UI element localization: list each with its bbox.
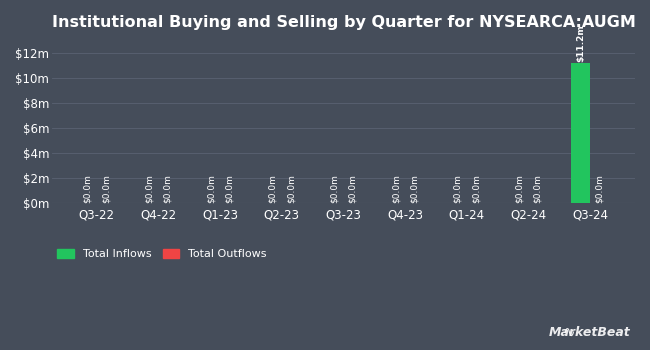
Text: $0.0m: $0.0m	[206, 174, 215, 203]
Text: $0.0m: $0.0m	[533, 174, 542, 203]
Text: $0.0m: $0.0m	[330, 174, 339, 203]
Text: $11.2m: $11.2m	[577, 25, 585, 62]
Bar	[571, 63, 590, 203]
Text: Institutional Buying and Selling by Quarter for NYSEARCA:AUGM: Institutional Buying and Selling by Quar…	[52, 15, 636, 30]
Text: $0.0m: $0.0m	[391, 174, 400, 203]
Text: $0.0m: $0.0m	[471, 174, 480, 203]
Text: MarketBeat: MarketBeat	[549, 327, 630, 340]
Text: $0.0m: $0.0m	[145, 174, 153, 203]
Text: $0.0m: $0.0m	[515, 174, 524, 203]
Text: $0.0m: $0.0m	[268, 174, 277, 203]
Text: $0.0m: $0.0m	[163, 174, 172, 203]
Legend: Total Inflows, Total Outflows: Total Inflows, Total Outflows	[57, 249, 266, 259]
Text: $0.0m: $0.0m	[101, 174, 111, 203]
Text: $0.0m: $0.0m	[348, 174, 357, 203]
Text: $0.0m: $0.0m	[453, 174, 462, 203]
Text: $0.0m: $0.0m	[225, 174, 234, 203]
Text: ∿: ∿	[562, 324, 575, 339]
Text: $0.0m: $0.0m	[287, 174, 296, 203]
Text: $0.0m: $0.0m	[83, 174, 92, 203]
Text: $0.0m: $0.0m	[410, 174, 419, 203]
Text: $0.0m: $0.0m	[595, 174, 604, 203]
